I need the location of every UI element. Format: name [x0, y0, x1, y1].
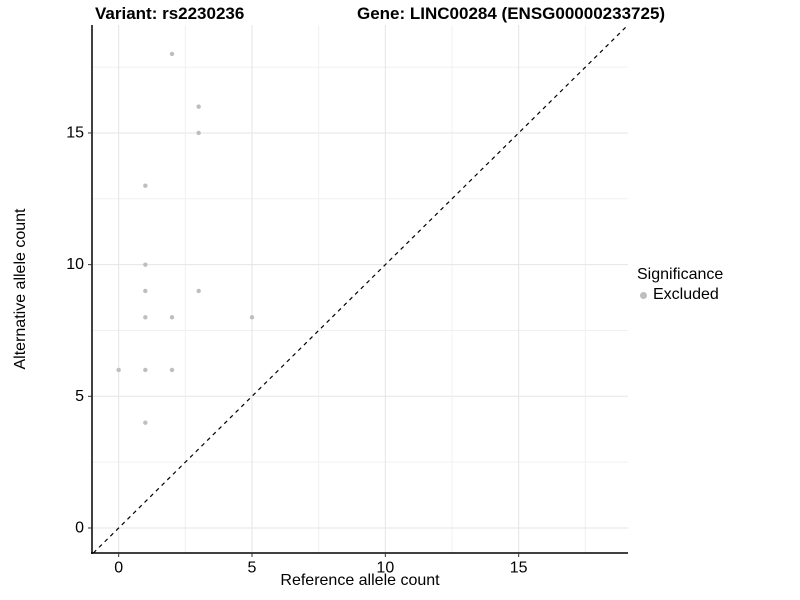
x-tick-label: 15 [510, 559, 528, 576]
data-point [196, 130, 201, 136]
gene-title: Gene: LINC00284 (ENSG00000233725) [357, 4, 666, 23]
variant-title: Variant: rs2230236 [95, 4, 245, 23]
y-tick-label: 10 [66, 256, 84, 273]
data-point [143, 262, 148, 267]
data-point [143, 183, 148, 188]
data-point [196, 288, 201, 294]
x-tick-label: 10 [376, 559, 394, 576]
legend-item-label: Excluded [653, 286, 719, 303]
data-point [143, 367, 148, 373]
legend-item-excluded: Excluded [637, 286, 723, 304]
data-point [116, 367, 121, 373]
data-point [169, 315, 175, 320]
legend: Significance Excluded [637, 266, 723, 304]
data-point [143, 315, 148, 320]
legend-key-dot-icon [640, 291, 647, 299]
y-tick-label: 15 [66, 124, 84, 141]
x-axis-title: Reference allele count [280, 572, 440, 589]
data-point [143, 288, 148, 294]
data-point [169, 51, 175, 57]
data-point [143, 420, 148, 425]
data-point [196, 104, 201, 109]
data-point [169, 367, 175, 373]
x-tick-label: 0 [114, 559, 123, 576]
x-tick-label: 5 [248, 559, 257, 576]
legend-title: Significance [637, 266, 724, 283]
y-tick-label: 0 [75, 519, 84, 536]
identity-dashed-line [92, 24, 629, 554]
y-tick-label: 5 [75, 388, 84, 405]
data-point [249, 315, 255, 320]
